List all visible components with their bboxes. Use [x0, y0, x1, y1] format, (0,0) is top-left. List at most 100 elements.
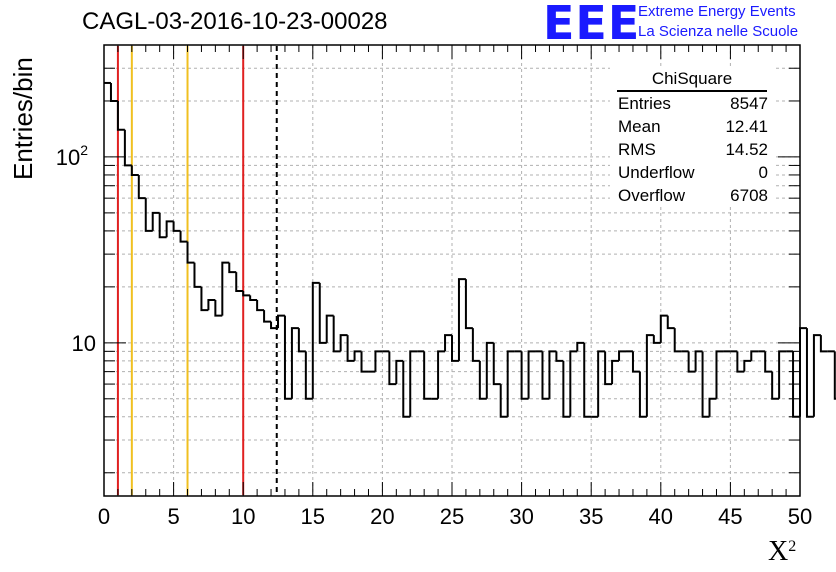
- x-tick-label: 45: [718, 504, 742, 529]
- stats-label: RMS: [618, 140, 656, 159]
- histogram-bin: [207, 298, 216, 311]
- histogram-bin: [478, 360, 487, 400]
- histogram-bin: [151, 211, 160, 231]
- x-axis-label: X2: [768, 536, 796, 568]
- histogram-bin: [290, 327, 299, 399]
- stats-value: 0: [758, 163, 768, 182]
- histogram-bin: [812, 334, 821, 417]
- x-tick-label: 15: [301, 504, 325, 529]
- histogram-bin: [360, 351, 369, 373]
- histogram-bin: [492, 342, 501, 386]
- histogram-bin: [457, 278, 466, 361]
- x-axis-label-text: X: [768, 536, 789, 567]
- logo-line-1: Extreme Energy Events: [638, 3, 796, 20]
- histogram-bin: [583, 342, 592, 418]
- histogram-bin: [750, 350, 759, 361]
- stats-row-mean: Mean 12.41: [610, 115, 774, 138]
- histogram-bin: [715, 350, 724, 399]
- x-tick-label: 0: [98, 504, 110, 529]
- stats-row-overflow: Overflow 6708: [610, 184, 774, 207]
- stats-row-entries: Entries 8547: [610, 92, 774, 115]
- histogram-bin: [541, 351, 550, 400]
- histogram-bin: [548, 350, 557, 399]
- histogram-bin: [604, 351, 613, 386]
- histogram-bin: [179, 230, 188, 243]
- x-tick-label: 35: [579, 504, 603, 529]
- histogram-bin: [235, 272, 244, 293]
- histogram-bin: [214, 299, 223, 317]
- x-tick-label: 50: [788, 504, 812, 529]
- histogram-bin: [409, 350, 418, 417]
- histogram-bin: [402, 360, 411, 418]
- logo-line-2: La Scienza nelle Scuole: [638, 23, 799, 40]
- histogram-bin: [687, 351, 696, 373]
- stats-row-underflow: Underflow 0: [610, 161, 774, 184]
- stats-value: 12.41: [725, 117, 768, 136]
- histogram-bin: [318, 282, 327, 344]
- histogram-bin: [228, 262, 237, 274]
- y-axis-label: Entries/bin: [8, 57, 38, 180]
- histogram-bin: [242, 291, 251, 297]
- histogram-bin: [652, 335, 661, 344]
- stats-label: Mean: [618, 117, 661, 136]
- histogram-bin: [388, 351, 397, 386]
- y-tick-label: 10: [72, 331, 96, 356]
- histogram-bin: [659, 314, 668, 343]
- histogram-bin: [833, 351, 836, 400]
- stats-value: 14.52: [725, 140, 768, 159]
- histogram-bin: [666, 315, 675, 330]
- histogram-bin: [137, 174, 146, 200]
- histogram-bin: [597, 350, 606, 417]
- x-tick-label: 10: [231, 504, 255, 529]
- x-tick-label: 5: [167, 504, 179, 529]
- histogram-bin: [771, 371, 780, 400]
- histogram-bin: [277, 314, 285, 329]
- histogram-bin: [109, 82, 118, 102]
- histogram-bin: [311, 281, 320, 399]
- reference-lines: [116, 46, 278, 495]
- histogram-bin: [437, 350, 446, 399]
- stats-value: 8547: [730, 94, 768, 113]
- histogram-bin: [270, 321, 278, 330]
- histogram-bin: [778, 350, 787, 399]
- histogram-bin: [297, 328, 306, 353]
- plot-frame: [103, 44, 801, 497]
- histogram-bin: [144, 198, 153, 232]
- histogram-bin: [193, 262, 202, 288]
- histogram-bin: [471, 328, 480, 362]
- histogram-bin: [283, 315, 292, 400]
- x-tick-label: 25: [440, 504, 464, 529]
- histogram-bin: [799, 327, 807, 417]
- histogram-bin: [638, 371, 647, 418]
- histogram-bin: [221, 261, 230, 316]
- x-tick-label: 20: [370, 504, 394, 529]
- histogram-bin: [645, 334, 654, 417]
- stats-label: Underflow: [618, 163, 695, 182]
- histogram-bin: [736, 351, 745, 373]
- histogram-bin: [631, 351, 640, 373]
- histogram-bin: [562, 360, 571, 418]
- stats-label: Entries: [618, 94, 671, 113]
- stats-box: ChiSquare Entries 8547 Mean 12.41 RMS 14…: [610, 67, 774, 207]
- x-tick-label: 40: [649, 504, 673, 529]
- histogram-bin: [764, 351, 773, 373]
- stats-label: Overflow: [618, 186, 686, 205]
- histogram-bin: [701, 351, 710, 418]
- stats-row-rms: RMS 14.52: [610, 138, 774, 161]
- histogram-bin: [694, 350, 703, 372]
- histogram-bin: [743, 359, 752, 372]
- histogram-bin: [805, 328, 814, 418]
- histogram-bin: [339, 334, 348, 352]
- histogram-bin: [200, 286, 209, 312]
- histogram-bin: [332, 315, 341, 353]
- y-tick-label: 102: [56, 142, 88, 170]
- histogram-bin: [819, 335, 828, 353]
- histogram-bin: [158, 212, 167, 239]
- histogram-bin: [353, 350, 362, 361]
- histogram-bin: [444, 334, 452, 352]
- histogram-bin: [123, 129, 132, 167]
- chart-title: CAGL-03-2016-10-23-00028: [82, 8, 388, 35]
- histogram-bin: [708, 397, 717, 417]
- histogram-bin: [520, 351, 529, 400]
